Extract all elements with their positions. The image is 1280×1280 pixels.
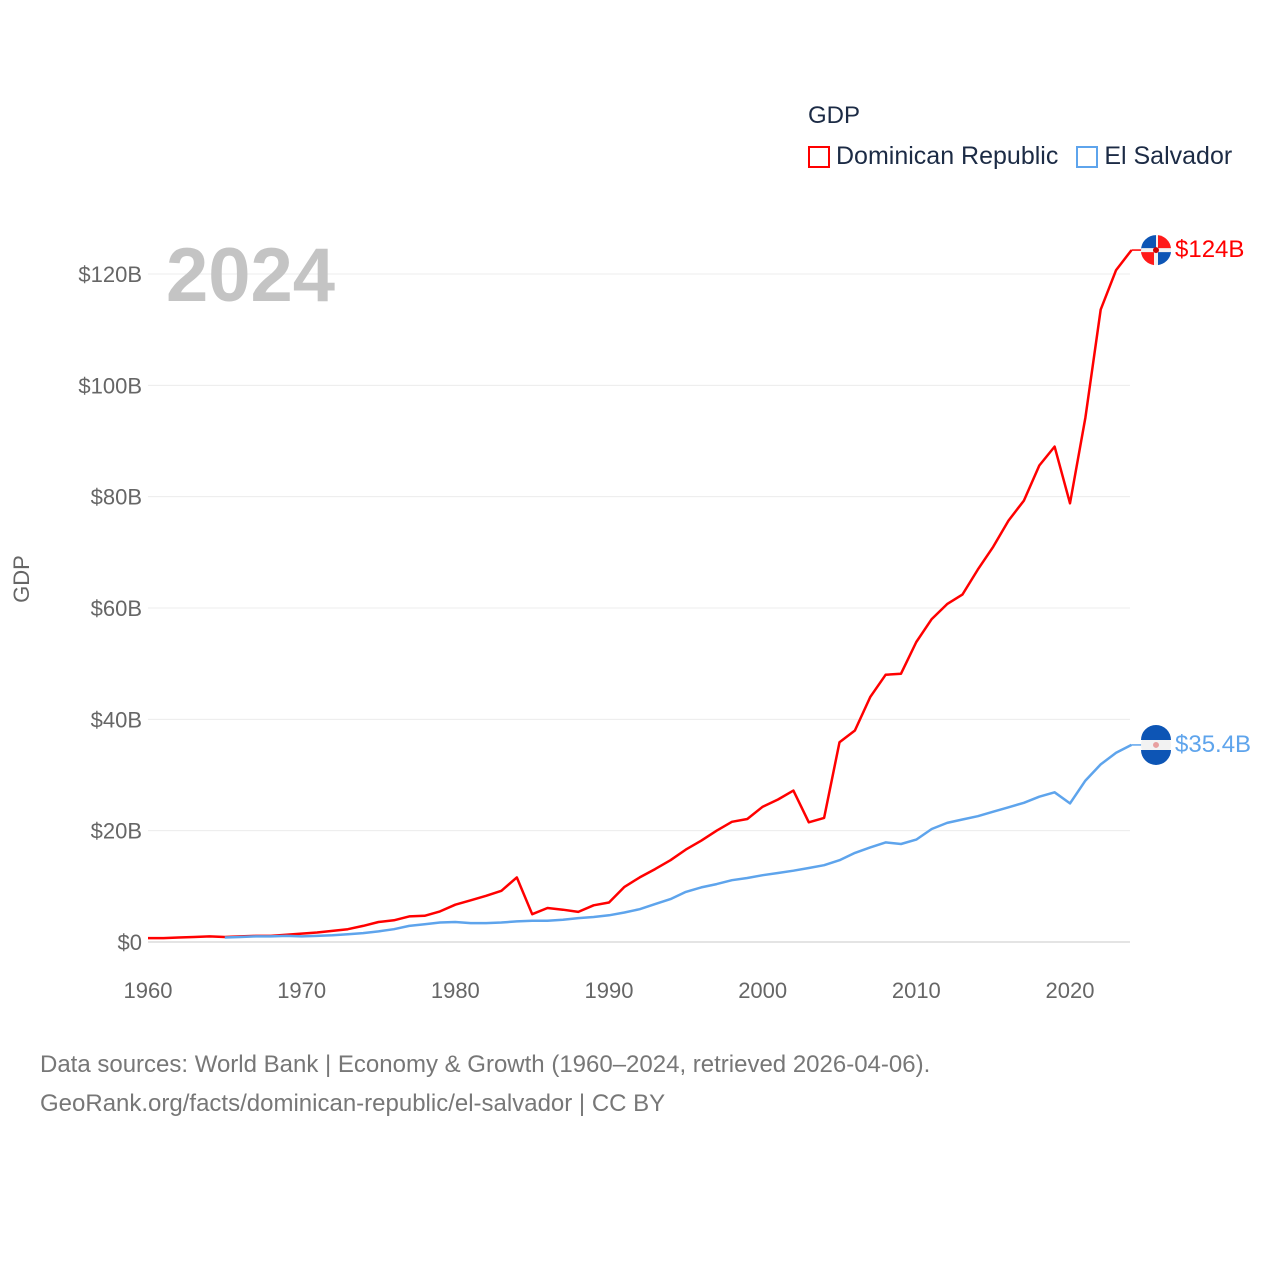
legend-label: Dominican Republic [836,142,1059,170]
source-link[interactable]: GeoRank.org/facts/dominican-republic/el-… [40,1090,666,1117]
legend-item-el-salvador[interactable]: El Salvador [1076,142,1232,171]
x-tick-label: 2000 [738,978,787,1003]
legend: Dominican Republic El Salvador [808,142,1232,171]
flag-emblem [1153,247,1159,254]
legend-label: El Salvador [1104,142,1233,170]
flag-quadrant [1141,252,1154,266]
y-tick-label: $60B [91,596,142,621]
legend-swatch [808,145,830,168]
flag-stripe [1141,749,1171,765]
year-watermark: 2024 [166,233,336,318]
legend-title: GDP [808,102,861,129]
end-label-dominican-republic: $124B [1175,236,1245,264]
x-tick-label: 1980 [431,978,480,1003]
series-line-el-salvador [224,743,1133,939]
legend-item-dominican-republic[interactable]: Dominican Republic [808,142,1058,171]
y-tick-label: $40B [91,707,142,732]
legend-swatch [1076,145,1099,168]
x-tick-label: 2020 [1046,978,1095,1003]
flag-quadrant [1141,235,1156,251]
y-tick-label: $80B [91,485,142,510]
series-line-dominican-republic [148,249,1133,940]
x-tick-label: 1990 [585,978,634,1003]
flag-quadrant [1158,252,1171,266]
x-tick-label: 1970 [277,978,326,1003]
y-tick-label: $100B [78,373,142,398]
flag-emblem [1153,741,1159,748]
end-label-el-salvador: $35.4B [1175,730,1252,758]
y-tick-label: $120B [78,262,142,287]
flag-stripe [1141,724,1171,740]
y-axis-label: GDP [8,555,34,603]
data-source-text: Data sources: World Bank | Economy & Gro… [40,1051,931,1078]
flag-quadrant [1158,235,1171,249]
footer: Data sources: World Bank | Economy & Gro… [40,1045,930,1123]
x-tick-label: 1960 [124,978,173,1003]
y-tick-label: $20B [91,819,142,844]
y-tick-label: $0 [118,930,142,955]
x-tick-label: 2010 [892,978,941,1003]
